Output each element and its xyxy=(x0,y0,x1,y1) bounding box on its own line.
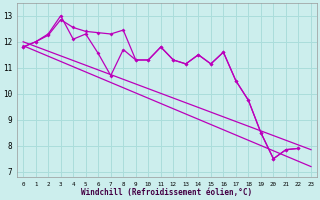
X-axis label: Windchill (Refroidissement éolien,°C): Windchill (Refroidissement éolien,°C) xyxy=(82,188,252,197)
